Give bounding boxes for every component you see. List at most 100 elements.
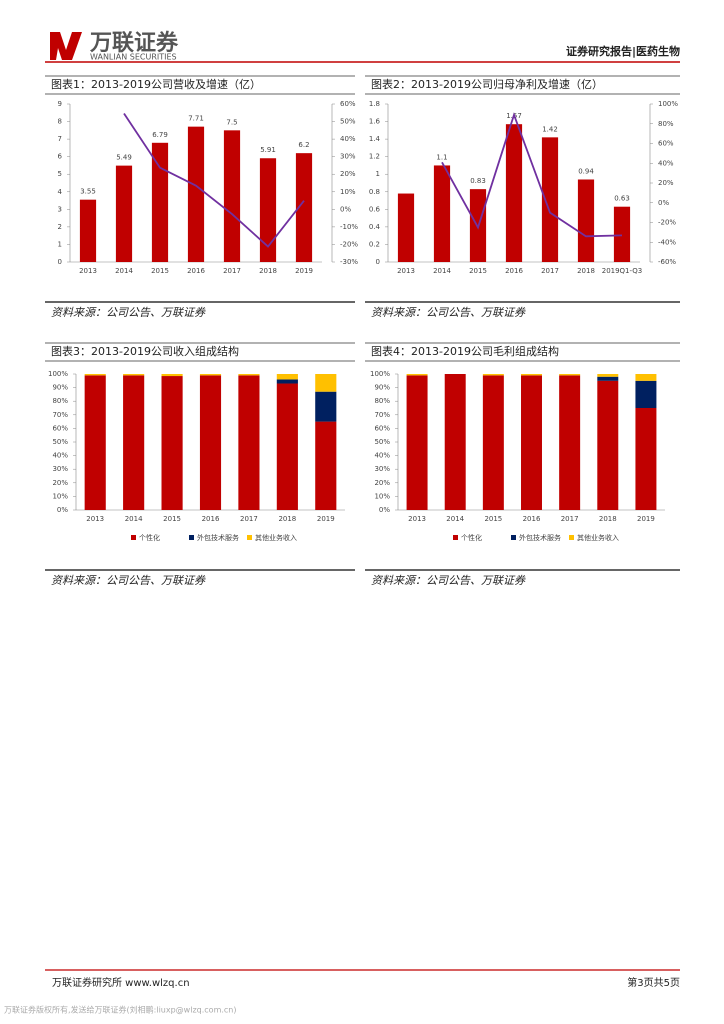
- y-tick-label: 7: [58, 135, 62, 143]
- bar-segment: [123, 374, 145, 376]
- bar-segment: [635, 374, 657, 381]
- line: [123, 112, 305, 248]
- footer-left: 万联证券研究所 www.wlzq.cn: [52, 976, 190, 989]
- bar-segment: [482, 375, 504, 510]
- section: 证券研究报告|医药生物: [566, 44, 680, 58]
- data-label: 0.63: [614, 195, 630, 203]
- source: 资料来源：公司公告、万联证券: [51, 306, 206, 319]
- x-tick-label: 2019: [295, 267, 313, 275]
- bar-segment: [84, 374, 106, 376]
- y-tick-label: 0: [58, 258, 62, 266]
- bar: [223, 130, 241, 262]
- bar-segment: [315, 391, 337, 422]
- y2-tick-label: 60%: [340, 100, 356, 108]
- chart-title: 图表3：2013-2019公司收入组成结构: [51, 344, 239, 358]
- y2-tick-label: -40%: [658, 238, 676, 246]
- bar: [79, 199, 97, 262]
- y-tick-label: 40%: [52, 452, 68, 460]
- bar-segment: [84, 375, 106, 510]
- y2-tick-label: 50%: [340, 118, 356, 126]
- y-tick-label: 10%: [52, 492, 68, 500]
- x-tick-label: 2018: [278, 515, 296, 523]
- y-tick-label: 1: [376, 170, 380, 178]
- bar-segment: [635, 408, 657, 510]
- y2-tick-label: 40%: [340, 135, 356, 143]
- legend-label: 个性化: [461, 533, 482, 542]
- bar: [259, 158, 277, 262]
- x-tick-label: 2017: [223, 267, 241, 275]
- x-tick-label: 2014: [125, 515, 143, 523]
- x-tick-label: 2018: [599, 515, 617, 523]
- legend-swatch: [453, 535, 458, 540]
- y-tick-label: 0%: [57, 506, 68, 514]
- source: 资料来源：公司公告、万联证券: [371, 574, 526, 587]
- bar-segment: [482, 374, 504, 376]
- legend-label: 外包技术服务: [197, 533, 239, 542]
- x-tick-label: 2016: [187, 267, 205, 275]
- bar: [577, 179, 595, 262]
- y-tick-label: 0.8: [369, 188, 380, 196]
- legend-swatch: [189, 535, 194, 540]
- y2-tick-label: 40%: [658, 159, 674, 167]
- bar-segment: [276, 379, 298, 384]
- y-tick-label: 70%: [52, 411, 68, 419]
- legend-label: 其他业务收入: [577, 533, 619, 542]
- bar-segment: [597, 374, 619, 377]
- x-tick-label: 2019Q1-Q3: [602, 267, 643, 275]
- bar-segment: [406, 374, 428, 376]
- y-tick-label: 6: [58, 153, 63, 161]
- y-tick-label: 90%: [374, 384, 390, 392]
- x-tick-label: 2013: [397, 267, 415, 275]
- chart-title: 图表2：2013-2019公司归母净利及增速（亿）: [371, 77, 603, 91]
- legend-label: 外包技术服务: [519, 533, 561, 542]
- bar: [505, 124, 523, 262]
- x-tick-label: 2015: [163, 515, 181, 523]
- bar-segment: [521, 375, 542, 510]
- y-tick-label: 30%: [374, 465, 390, 473]
- bar-segment: [238, 375, 260, 510]
- logo-en: WANLIAN SECURITIES: [90, 53, 177, 62]
- y-tick-label: 1.6: [369, 118, 381, 126]
- x-tick-label: 2013: [408, 515, 426, 523]
- y-tick-label: 50%: [52, 438, 68, 446]
- y2-tick-label: 0%: [340, 205, 351, 213]
- source: 资料来源：公司公告、万联证券: [371, 306, 526, 319]
- data-label: 7.71: [188, 115, 204, 123]
- data-label: 6.79: [152, 131, 168, 139]
- y-tick-label: 0.4: [369, 223, 381, 231]
- bar: [295, 153, 313, 262]
- y2-tick-label: 20%: [658, 179, 674, 187]
- y2-tick-label: 20%: [340, 170, 356, 178]
- bar-segment: [199, 374, 222, 376]
- x-tick-label: 2015: [469, 267, 487, 275]
- x-tick-label: 2017: [541, 267, 559, 275]
- legend-swatch: [569, 535, 574, 540]
- data-label: 5.49: [116, 154, 132, 162]
- data-label: 1.1: [436, 153, 447, 161]
- y-tick-label: 1.4: [369, 135, 381, 143]
- bar-segment: [635, 380, 657, 408]
- x-tick-label: 2016: [523, 515, 541, 523]
- bar-segment: [199, 375, 222, 510]
- y-tick-label: 20%: [374, 479, 390, 487]
- data-label: 0.94: [578, 167, 594, 175]
- y-tick-label: 60%: [52, 424, 68, 432]
- x-tick-label: 2018: [577, 267, 595, 275]
- logo-text: 万联证券: [89, 30, 179, 56]
- bar: [433, 165, 451, 262]
- x-tick-label: 2019: [317, 515, 335, 523]
- bar-segment: [161, 374, 183, 377]
- y2-tick-label: -10%: [340, 223, 358, 231]
- x-tick-label: 2014: [446, 515, 464, 523]
- x-tick-label: 2015: [484, 515, 502, 523]
- bar-segment: [276, 374, 298, 380]
- x-tick-label: 2019: [637, 515, 655, 523]
- legend-swatch: [247, 535, 252, 540]
- bar-segment: [161, 376, 183, 510]
- data-label: 3.55: [80, 188, 96, 196]
- chart-title: 图表4：2013-2019公司毛利组成结构: [371, 344, 559, 358]
- chart-title: 图表1：2013-2019公司营收及增速（亿）: [51, 77, 261, 91]
- legend-label: 其他业务收入: [255, 533, 297, 542]
- y-tick-label: 60%: [374, 424, 390, 432]
